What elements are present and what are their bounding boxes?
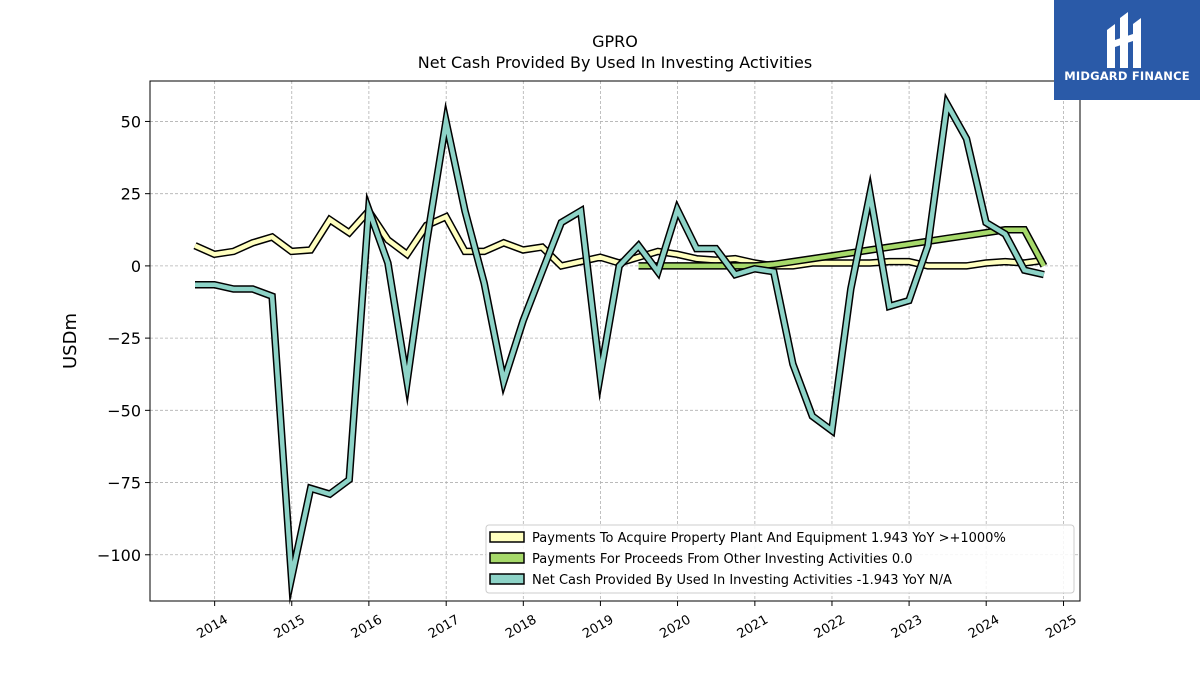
plot-frame	[149, 80, 1081, 602]
x-tick-label: 2017	[426, 612, 462, 642]
y-tick-label: −25	[107, 329, 141, 348]
legend-entry: Payments For Proceeds From Other Investi…	[532, 552, 913, 567]
brand-name: MIDGARD FINANCE	[1064, 69, 1190, 83]
x-tick-label: 2016	[349, 612, 385, 642]
grid	[150, 81, 1080, 601]
chart-subtitle: Net Cash Provided By Used In Investing A…	[418, 53, 812, 72]
series-line-outline-3	[195, 92, 1045, 605]
brand-logo-icon	[1107, 12, 1141, 68]
series-lines	[193, 92, 1048, 605]
series-line-2	[638, 227, 1046, 269]
x-tick-label: 2015	[272, 612, 308, 642]
legend-entry: Payments To Acquire Property Plant And E…	[532, 531, 1006, 546]
legend-swatch	[489, 552, 525, 564]
x-tick-label: 2023	[889, 612, 925, 642]
y-tick-label: −50	[107, 401, 141, 420]
series-line-outline-1	[193, 204, 1045, 270]
legend: Payments To Acquire Property Plant And E…	[485, 524, 1075, 594]
x-tick-label: 2020	[657, 612, 693, 642]
legend-swatch	[489, 531, 525, 543]
y-tick-label: −75	[107, 474, 141, 493]
legend-entry: Net Cash Provided By Used In Investing A…	[532, 573, 952, 588]
x-axis: 2014 2015 2016 2017 2018 2019 2020 2021 2022 2023…	[194, 601, 1080, 642]
y-tick-label: 50	[121, 112, 141, 131]
x-tick-label: 2019	[580, 612, 616, 642]
legend-box	[485, 524, 1075, 594]
y-axis: 50 25 0 −25 −50 −75 −100	[97, 112, 150, 565]
x-tick-label: 2014	[194, 612, 230, 642]
y-tick-label: 25	[121, 185, 141, 204]
x-tick-label: 2018	[503, 612, 539, 642]
x-tick-label: 2022	[812, 612, 848, 642]
y-tick-label: −100	[97, 546, 141, 565]
x-tick-label: 2021	[735, 612, 771, 642]
brand-logo: MIDGARD FINANCE	[1054, 0, 1200, 100]
x-tick-label: 2025	[1043, 612, 1079, 642]
y-tick-label: 0	[131, 257, 141, 276]
y-axis-label: USDm	[60, 313, 81, 369]
x-tick-label: 2024	[966, 612, 1002, 642]
legend-swatch	[489, 573, 525, 585]
chart-title: GPRO	[592, 32, 638, 51]
series-line-3	[195, 97, 1045, 595]
